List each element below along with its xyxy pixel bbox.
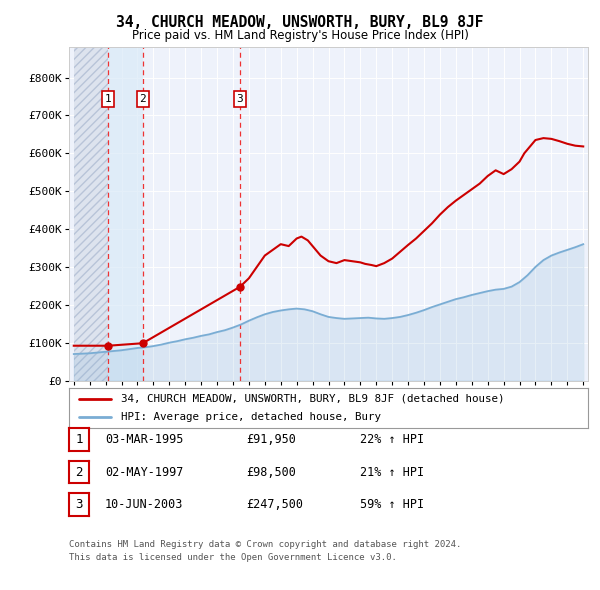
Text: 10-JUN-2003: 10-JUN-2003 <box>105 498 184 511</box>
Text: 22% ↑ HPI: 22% ↑ HPI <box>360 433 424 446</box>
Text: 1: 1 <box>75 433 83 446</box>
Text: £91,950: £91,950 <box>246 433 296 446</box>
Text: 21% ↑ HPI: 21% ↑ HPI <box>360 466 424 478</box>
Text: 34, CHURCH MEADOW, UNSWORTH, BURY, BL9 8JF: 34, CHURCH MEADOW, UNSWORTH, BURY, BL9 8… <box>116 15 484 30</box>
Text: 59% ↑ HPI: 59% ↑ HPI <box>360 498 424 511</box>
Text: 3: 3 <box>236 94 244 104</box>
Text: 2: 2 <box>139 94 146 104</box>
Text: HPI: Average price, detached house, Bury: HPI: Average price, detached house, Bury <box>121 411 381 421</box>
Text: Price paid vs. HM Land Registry's House Price Index (HPI): Price paid vs. HM Land Registry's House … <box>131 30 469 42</box>
Text: Contains HM Land Registry data © Crown copyright and database right 2024.: Contains HM Land Registry data © Crown c… <box>69 540 461 549</box>
Text: This data is licensed under the Open Government Licence v3.0.: This data is licensed under the Open Gov… <box>69 553 397 562</box>
Bar <box>109 47 143 381</box>
Bar <box>74 47 109 381</box>
Text: 02-MAY-1997: 02-MAY-1997 <box>105 466 184 478</box>
Text: 03-MAR-1995: 03-MAR-1995 <box>105 433 184 446</box>
Text: £247,500: £247,500 <box>246 498 303 511</box>
Text: 1: 1 <box>105 94 112 104</box>
Text: 2: 2 <box>75 466 83 478</box>
Text: 34, CHURCH MEADOW, UNSWORTH, BURY, BL9 8JF (detached house): 34, CHURCH MEADOW, UNSWORTH, BURY, BL9 8… <box>121 394 505 404</box>
Text: £98,500: £98,500 <box>246 466 296 478</box>
Text: 3: 3 <box>75 498 83 511</box>
